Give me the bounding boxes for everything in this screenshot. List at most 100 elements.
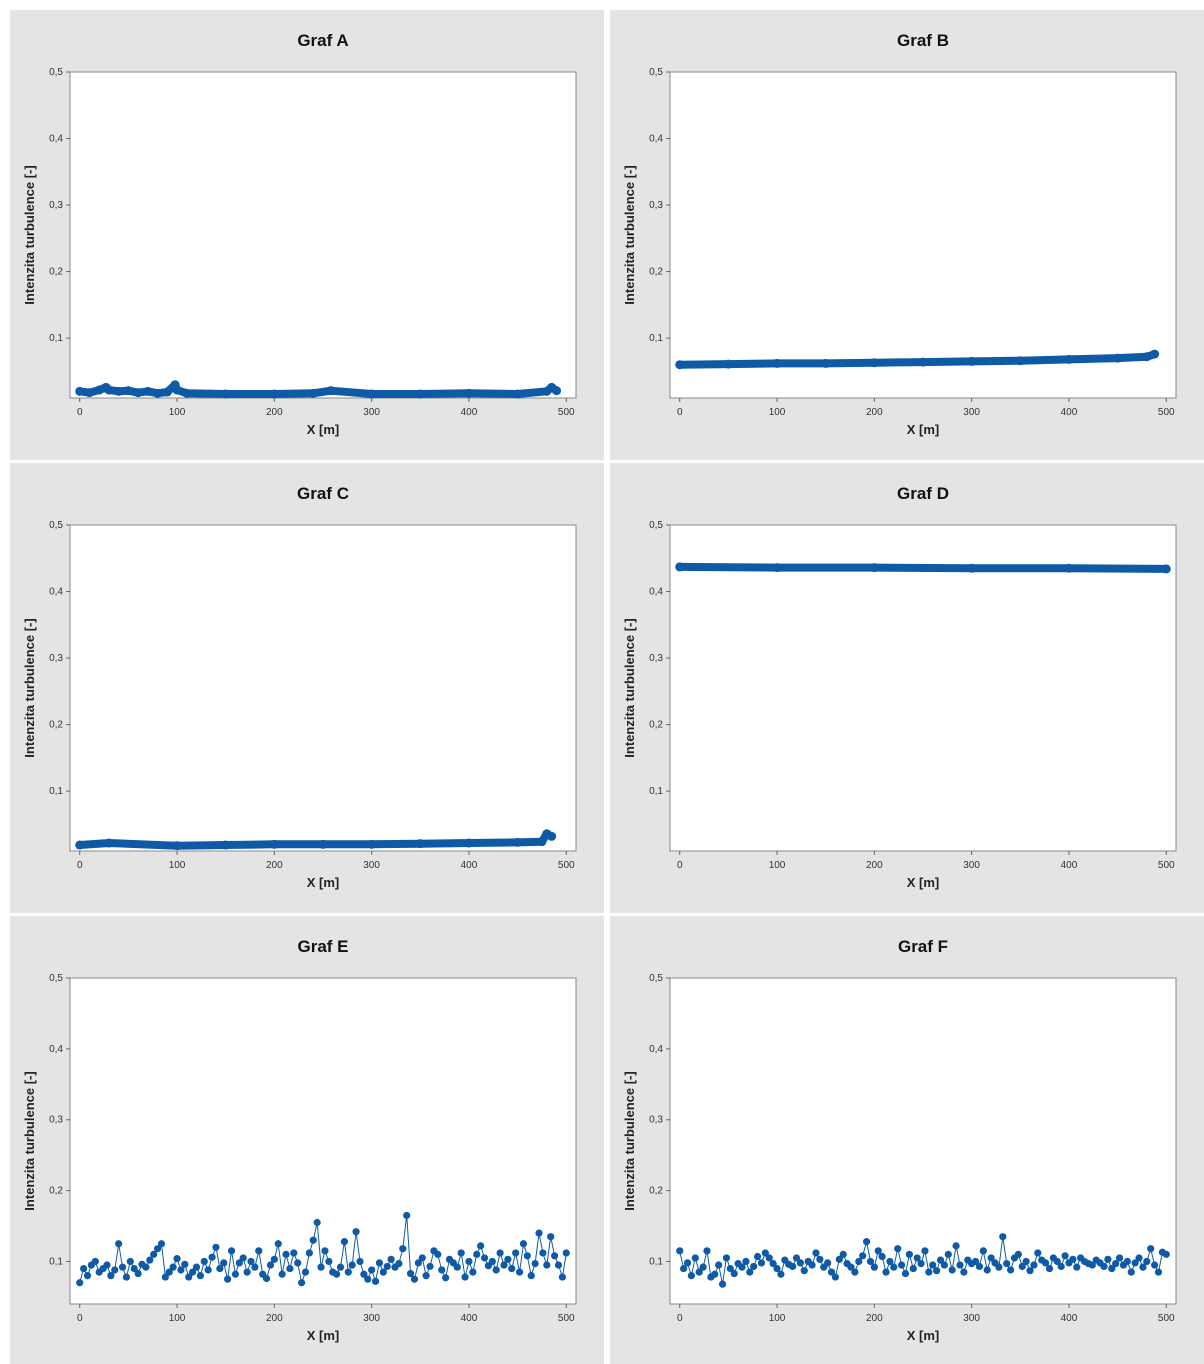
data-point [831,1273,840,1281]
data-point [1150,349,1160,359]
data-point [839,1250,847,1258]
x-axis-label: X [m] [307,422,340,437]
data-point [905,1250,913,1258]
data-point [426,1262,434,1271]
data-point [172,841,182,851]
chart-panel: Graf E 0,1 0,2 0,3 0,4 0,5 0 100 200 300 400 500 X [… [10,916,604,1364]
series-line [675,350,1159,369]
data-point [221,840,231,850]
data-point [415,389,425,399]
y-tick-label: 0,4 [49,587,63,598]
data-point [356,1257,364,1266]
data-point [169,1263,177,1271]
data-point [317,1263,325,1271]
y-tick-label: 0,3 [49,200,63,211]
x-tick-label: 0 [77,407,83,418]
chart-svg: Graf B 0,1 0,2 0,3 0,4 0,5 0 100 200 300 400 500 X [… [622,31,1177,437]
x-tick-label: 300 [963,860,980,871]
data-point [173,1255,181,1263]
y-tick-label: 0,4 [649,1044,663,1055]
data-point [558,1273,566,1281]
chart-panel: Graf D 0,1 0,2 0,3 0,4 0,5 0 100 200 300 400 500 X [… [610,463,1204,913]
data-point [792,1254,801,1262]
data-point [878,1252,886,1261]
y-tick-label: 0,5 [49,973,63,984]
data-point [1161,564,1171,574]
data-point [457,1249,465,1257]
x-axis-label: X [m] [907,1328,940,1343]
data-point [410,1275,419,1283]
y-tick-label: 0,2 [49,1186,63,1197]
data-point [318,839,328,849]
x-tick-label: 300 [963,1313,980,1324]
x-tick-label: 0 [77,1313,83,1324]
x-tick-label: 200 [866,1313,883,1324]
data-point [952,1242,960,1250]
data-point [235,1259,243,1267]
data-point [422,1272,430,1280]
x-tick-label: 0 [77,860,83,871]
data-point [379,1268,387,1276]
x-tick-label: 200 [266,407,283,418]
data-point [224,1275,232,1283]
data-point [827,1268,836,1276]
data-point [262,1274,271,1283]
data-point [796,1259,804,1267]
data-point [550,1252,559,1260]
x-tick-label: 400 [1061,860,1078,871]
data-point [473,1250,481,1258]
data-point [789,1262,797,1271]
x-tick-label: 400 [461,407,478,418]
y-tick-label: 0,5 [649,520,663,531]
data-point [153,1245,162,1253]
data-point [750,1262,758,1271]
chart-panel: Graf F 0,1 0,2 0,3 0,4 0,5 0 100 200 300 400 500 X [… [610,916,1204,1364]
y-tick-label: 0,2 [649,267,663,278]
y-tick-label: 0,5 [649,67,663,78]
y-tick-label: 0,5 [49,67,63,78]
data-point [326,386,336,396]
chart-svg: Graf D 0,1 0,2 0,3 0,4 0,5 0 100 200 300 400 500 X [… [622,484,1177,890]
data-point [539,1249,547,1257]
plot-area [69,524,577,852]
data-point [882,1268,890,1276]
data-point [150,1250,158,1258]
data-point [862,1238,871,1246]
data-point [738,1263,746,1271]
data-point [162,387,172,397]
data-point [181,1260,189,1268]
y-tick-label: 0,3 [649,653,663,664]
data-point [418,1254,426,1262]
data-point [142,1263,150,1271]
data-point [469,1268,477,1276]
data-point [1045,1264,1054,1273]
data-point [488,1257,496,1266]
data-point [465,1257,473,1266]
x-tick-label: 500 [558,860,575,871]
x-tick-label: 500 [1158,1313,1175,1324]
data-point [297,1279,306,1287]
data-point [855,1257,863,1266]
data-point [367,839,377,849]
data-point [1053,1257,1061,1266]
chart-svg: Graf C 0,1 0,2 0,3 0,4 0,5 0 100 200 300 400 500 X [… [22,484,577,890]
x-tick-label: 100 [769,860,786,871]
data-point [1026,1267,1034,1275]
data-point [675,360,685,370]
data-point [269,839,279,849]
data-point [687,1272,696,1280]
data-point [821,358,831,368]
data-point [1018,1262,1026,1271]
data-point [308,388,318,398]
data-point [933,1267,941,1275]
data-point [537,837,547,847]
data-point [313,1218,321,1227]
y-tick-label: 0,2 [49,267,63,278]
data-point [773,1264,781,1273]
chart-svg: Graf F 0,1 0,2 0,3 0,4 0,5 0 100 200 300 400 500 X [… [622,937,1177,1343]
data-point [948,1266,956,1274]
data-point [231,1270,240,1278]
data-point [715,1261,723,1269]
chart-svg: Graf A 0,1 0,2 0,3 0,4 0,5 0 100 200 300 400 500 X [… [22,31,577,437]
data-point [777,1270,785,1278]
